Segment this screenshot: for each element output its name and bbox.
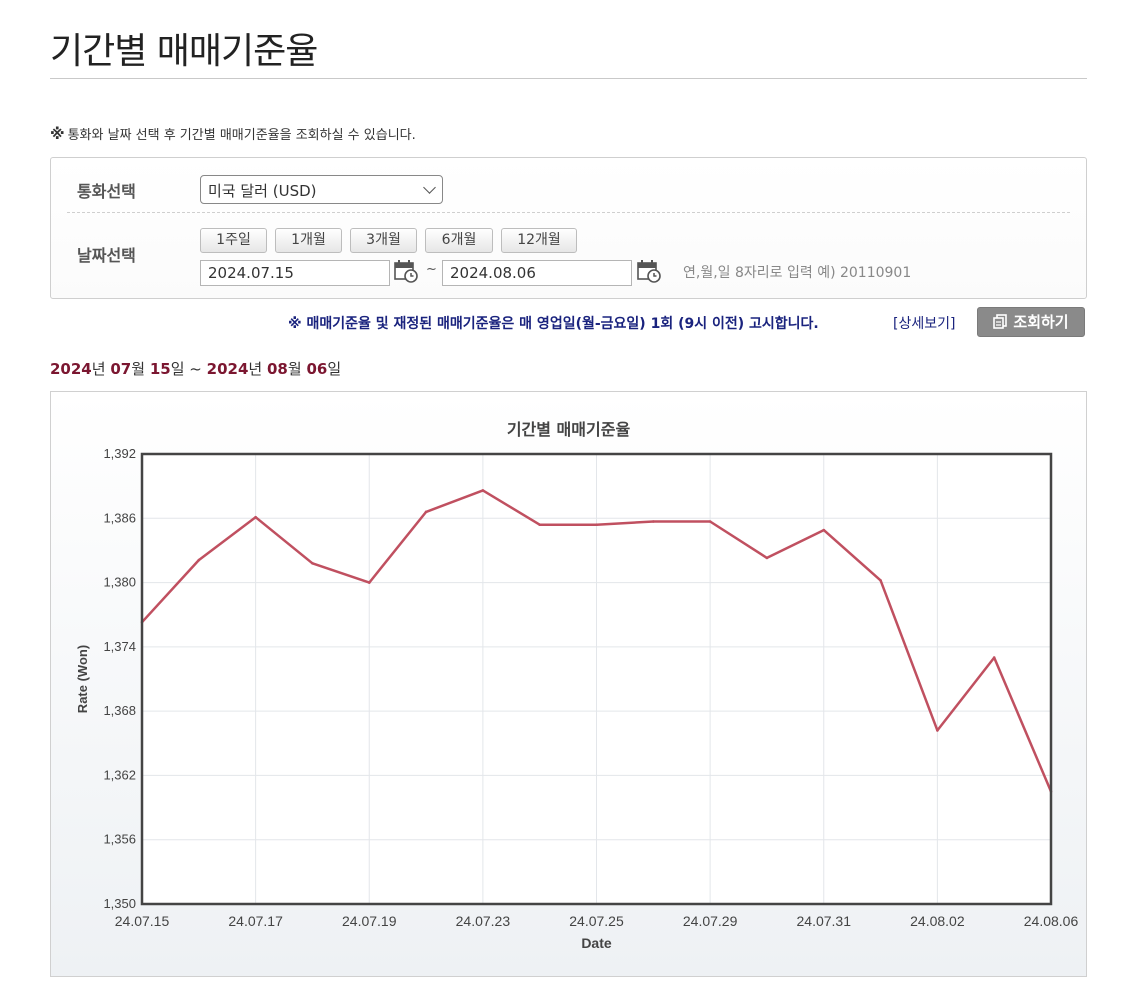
chart-panel: 기간별 매매기준율 1,350 1,356 1,362 1,368 1,374 1,380… bbox=[50, 391, 1087, 977]
calendar-icon[interactable] bbox=[394, 259, 418, 283]
page-title: 기간별 매매기준율 bbox=[50, 31, 318, 72]
day-unit: 일 bbox=[327, 360, 342, 378]
period-button-12month[interactable]: 12개월 bbox=[501, 228, 577, 253]
x-tick-label: 24.07.29 bbox=[683, 913, 738, 929]
start-date-input[interactable]: 2024.07.15 bbox=[200, 260, 390, 286]
x-tick-label: 24.07.15 bbox=[115, 913, 170, 929]
data-point bbox=[311, 561, 314, 565]
y-tick-label: 1,374 bbox=[103, 639, 136, 654]
data-point bbox=[879, 579, 882, 582]
search-panel: 통화선택 미국 달러 (USD) 날짜선택 1주일 1개월 3개월 6개월 12… bbox=[50, 157, 1087, 299]
y-tick-label: 1,356 bbox=[103, 832, 136, 847]
document-icon bbox=[993, 314, 1008, 329]
plot-frame bbox=[140, 452, 1053, 906]
chevron-down-icon bbox=[423, 181, 436, 194]
y-tick-label: 1,368 bbox=[103, 703, 136, 718]
y-tick-label: 1,362 bbox=[103, 767, 136, 782]
start-day: 15 bbox=[149, 360, 171, 378]
data-point bbox=[595, 523, 598, 527]
end-year: 2024 bbox=[206, 360, 249, 378]
row-divider bbox=[67, 212, 1070, 213]
title-divider bbox=[50, 78, 1087, 79]
detail-link[interactable]: [상세보기] bbox=[893, 316, 956, 332]
x-tick-label: 24.07.31 bbox=[797, 913, 852, 929]
currency-label: 통화선택 bbox=[77, 182, 136, 201]
data-point bbox=[538, 523, 541, 527]
currency-select-value: 미국 달러 (USD) bbox=[208, 182, 317, 200]
y-tick-label: 1,350 bbox=[103, 896, 136, 911]
end-month: 08 bbox=[266, 360, 288, 378]
data-point bbox=[367, 581, 371, 584]
notice-text: 통화와 날짜 선택 후 기간별 매매기준율을 조회하실 수 있습니다. bbox=[67, 128, 416, 143]
selected-range: 2024년 07월 15일 ~ 2024년 08월 06일 bbox=[50, 358, 341, 379]
data-point bbox=[765, 556, 769, 560]
data-point bbox=[992, 656, 996, 659]
period-button-1month[interactable]: 1개월 bbox=[275, 228, 342, 253]
data-point bbox=[197, 558, 201, 562]
notice-mark: ※ bbox=[50, 125, 65, 143]
y-tick-label: 1,380 bbox=[103, 575, 136, 590]
data-point bbox=[936, 729, 939, 732]
calendar-icon[interactable] bbox=[637, 259, 661, 283]
publication-notice: ※ 매매기준율 및 재정된 매매기준율은 매 영업일(월-금요일) 1회 (9시… bbox=[288, 316, 819, 332]
end-date-input[interactable]: 2024.08.06 bbox=[442, 260, 632, 286]
range-separator: ~ bbox=[189, 360, 202, 378]
query-button[interactable]: 조회하기 bbox=[977, 307, 1085, 337]
notice: ※ 통화와 날짜 선택 후 기간별 매매기준율을 조회하실 수 있습니다. bbox=[50, 124, 416, 143]
data-point bbox=[822, 528, 826, 532]
x-tick-label: 24.08.02 bbox=[910, 913, 965, 929]
start-year: 2024 bbox=[50, 360, 92, 378]
period-button-1week[interactable]: 1주일 bbox=[200, 228, 267, 253]
x-axis-label: Date bbox=[581, 935, 612, 951]
currency-select[interactable]: 미국 달러 (USD) bbox=[200, 175, 443, 204]
data-point bbox=[708, 520, 712, 523]
data-point bbox=[254, 515, 257, 519]
x-tick-label: 24.08.06 bbox=[1024, 913, 1079, 929]
chart-title: 기간별 매매기준율 bbox=[506, 420, 631, 439]
data-point bbox=[652, 520, 655, 523]
rate-line-chart: 1,350 1,356 1,362 1,368 1,374 1,380 1,386 1,392… bbox=[75, 446, 1079, 951]
period-button-3month[interactable]: 3개월 bbox=[350, 228, 417, 253]
x-tick-label: 24.07.17 bbox=[228, 913, 283, 929]
date-label: 날짜선택 bbox=[77, 246, 136, 265]
month-unit: 월 bbox=[287, 360, 302, 378]
year-unit: 년 bbox=[248, 360, 263, 378]
period-button-6month[interactable]: 6개월 bbox=[425, 228, 493, 253]
data-point bbox=[424, 510, 428, 514]
y-tick-label: 1,392 bbox=[103, 446, 136, 461]
y-axis-label: Rate (Won) bbox=[75, 645, 90, 713]
date-format-hint: 연,월,일 8자리로 입력 예) 20110901 bbox=[683, 265, 912, 281]
x-tick-label: 24.07.23 bbox=[456, 913, 511, 929]
y-tick-label: 1,386 bbox=[103, 510, 136, 525]
data-point bbox=[481, 489, 485, 492]
x-tick-label: 24.07.19 bbox=[342, 913, 397, 929]
query-button-label: 조회하기 bbox=[1013, 313, 1069, 331]
x-tick-label: 24.07.25 bbox=[569, 913, 624, 929]
start-month: 07 bbox=[110, 360, 132, 378]
year-unit: 년 bbox=[91, 360, 106, 378]
day-unit: 일 bbox=[170, 360, 185, 378]
date-range-separator: ~ bbox=[426, 262, 437, 277]
end-day: 06 bbox=[306, 360, 328, 378]
month-unit: 월 bbox=[131, 360, 146, 378]
